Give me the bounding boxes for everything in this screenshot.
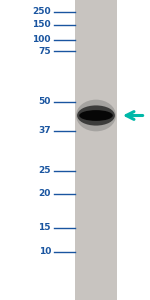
Ellipse shape — [79, 110, 113, 121]
Text: 10: 10 — [39, 248, 51, 256]
Text: 25: 25 — [39, 167, 51, 176]
Text: 20: 20 — [39, 189, 51, 198]
Text: 15: 15 — [39, 224, 51, 232]
Text: 250: 250 — [32, 8, 51, 16]
Text: 100: 100 — [33, 35, 51, 44]
Ellipse shape — [77, 105, 115, 126]
Text: 75: 75 — [38, 46, 51, 56]
Text: 150: 150 — [32, 20, 51, 29]
Text: 37: 37 — [38, 126, 51, 135]
Text: 50: 50 — [39, 98, 51, 106]
Bar — [75, 0, 117, 300]
Ellipse shape — [76, 100, 116, 131]
